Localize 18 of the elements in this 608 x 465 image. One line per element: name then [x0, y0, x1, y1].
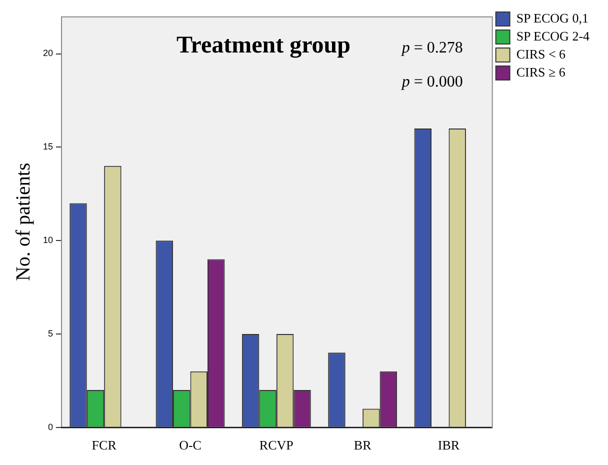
- y-tick-label: 10: [42, 235, 54, 246]
- y-tick-label: 5: [48, 328, 54, 338]
- annotation: p = 0.278: [400, 40, 463, 57]
- annotation: p = 0.000: [400, 74, 463, 91]
- x-tick-label: RCVP: [259, 438, 294, 453]
- x-tick-label: O-C: [179, 438, 202, 453]
- x-tick-label: BR: [354, 438, 372, 453]
- text: Treatment group: [176, 32, 350, 59]
- x-tick-label: IBR: [438, 438, 460, 453]
- legend-label: CIRS ≥ 6: [516, 64, 566, 80]
- y-axis-title: No. of patients: [12, 162, 34, 282]
- y-tick-label: 0: [48, 422, 54, 432]
- legend-label: SP ECOG 2-4: [516, 28, 590, 44]
- x-tick-label: FCR: [92, 438, 117, 453]
- legend-label: CIRS < 6: [516, 46, 566, 62]
- y-tick-label: 15: [42, 142, 54, 152]
- legend-label: SP ECOG 0,1: [516, 10, 588, 26]
- y-tick-label: 20: [42, 48, 54, 58]
